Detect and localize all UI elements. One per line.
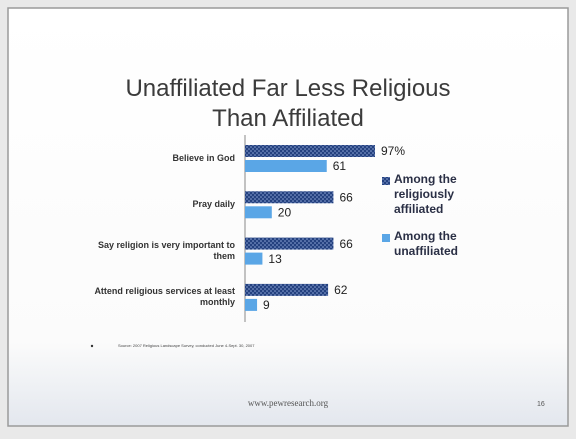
legend-swatch	[382, 234, 390, 242]
page-number: 16	[537, 401, 545, 408]
value-label: 20	[278, 205, 292, 219]
category-label: Believe in God	[172, 153, 235, 163]
value-label: 61	[333, 159, 347, 173]
legend-swatch	[382, 177, 390, 185]
value-label: 66	[339, 190, 353, 204]
bar	[245, 191, 334, 204]
value-label: 66	[339, 237, 353, 251]
category-label: Attend religious services at least month…	[94, 286, 235, 308]
bar	[245, 145, 375, 157]
legend-label: Among the unaffiliated	[394, 229, 459, 258]
value-label: 97%	[381, 144, 405, 158]
value-label: 13	[268, 252, 282, 266]
value-label: 62	[334, 283, 348, 297]
category-label: Pray daily	[192, 199, 235, 210]
bar	[245, 160, 327, 172]
value-label: 9	[263, 298, 270, 312]
bar	[245, 237, 334, 250]
bar	[245, 283, 329, 296]
bullet	[90, 344, 94, 348]
legend-label: Among the religiously affiliated	[394, 172, 457, 216]
slide-frame	[7, 7, 569, 427]
bar	[245, 206, 272, 219]
chart-title: Unaffiliated Far Less Religious Than Affi…	[125, 75, 450, 132]
footer: www.pewresearch.org	[248, 398, 329, 408]
source-note: Source: 2007 Religious Landscape Survey,…	[118, 343, 255, 348]
category-label: Say religion is very important to them	[97, 240, 235, 262]
bar	[245, 298, 258, 311]
bar	[245, 252, 263, 265]
